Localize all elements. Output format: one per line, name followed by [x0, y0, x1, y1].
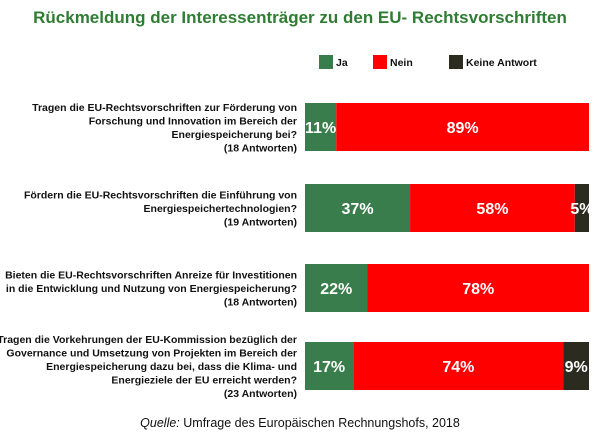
category-label-3-2: Energiespeicherung dazu bei, dass die Kl… — [46, 361, 297, 373]
category-label-3-1: Governance und Umsetzung von Projekten i… — [6, 348, 297, 360]
data-label-3-2: 9% — [565, 359, 588, 376]
category-label-1-1: Energiespeichertechnologien? — [144, 203, 297, 215]
source-note: Quelle: Umfrage des Europäischen Rechnun… — [0, 416, 600, 430]
legend-label-0: Ja — [336, 57, 348, 69]
bar-1-2 — [574, 184, 589, 232]
source-label: Quelle: — [140, 416, 180, 430]
category-label-3-0: Tragen die Vorkehrungen der EU-Kommissio… — [0, 334, 297, 346]
legend-label-1: Nein — [390, 57, 413, 69]
category-label-1-2: (19 Antworten) — [224, 217, 297, 229]
category-label-0-0: Tragen die EU-Rechtsvorschriften zur För… — [32, 102, 297, 114]
bar-2-1 — [367, 264, 589, 312]
bar-0-1 — [336, 103, 589, 151]
chart-title: Rückmeldung der Interessenträger zu den … — [33, 8, 567, 27]
bar-1-1 — [410, 184, 575, 232]
data-label-3-0: 17% — [313, 359, 345, 376]
data-label-0-1: 89% — [447, 120, 479, 137]
legend-swatch-1 — [373, 55, 387, 69]
category-label-2-2: (18 Antworten) — [224, 297, 297, 309]
category-label-2-0: Bieten die EU-Rechtsvorschriften Anreize… — [5, 270, 297, 282]
category-label-0-1: Forschung und Innovation im Bereich der — [89, 115, 297, 127]
data-label-1-0: 37% — [342, 201, 374, 218]
data-label-1-2: 5% — [570, 201, 593, 218]
data-label-2-0: 22% — [320, 281, 352, 298]
category-label-0-3: (18 Antworten) — [224, 142, 297, 154]
category-label-3-4: (23 Antworten) — [224, 388, 297, 400]
category-label-1-0: Fördern die EU-Rechtsvorschriften die Ei… — [24, 190, 297, 202]
data-label-1-1: 58% — [476, 201, 508, 218]
legend-swatch-0 — [319, 55, 333, 69]
legend-label-2: Keine Antwort — [466, 57, 537, 69]
legend-swatch-2 — [449, 55, 463, 69]
category-label-3-3: Energieziele der EU erreicht werden? — [111, 375, 297, 387]
bar-3-2 — [563, 342, 589, 390]
source-text: Umfrage des Europäischen Rechnungshofs, … — [183, 416, 460, 430]
data-label-3-1: 74% — [442, 359, 474, 376]
bar-1-0 — [305, 184, 411, 232]
data-label-2-1: 78% — [462, 281, 494, 298]
category-label-2-1: in die Entwicklung und Nutzung von Energ… — [6, 283, 297, 295]
bar-3-1 — [353, 342, 564, 390]
data-label-0-0: 11% — [305, 120, 336, 137]
category-label-0-2: Energiespeicherung bei? — [172, 129, 297, 141]
bar-3-0 — [305, 342, 354, 390]
bar-2-0 — [305, 264, 368, 312]
bar-0-0 — [305, 103, 337, 151]
